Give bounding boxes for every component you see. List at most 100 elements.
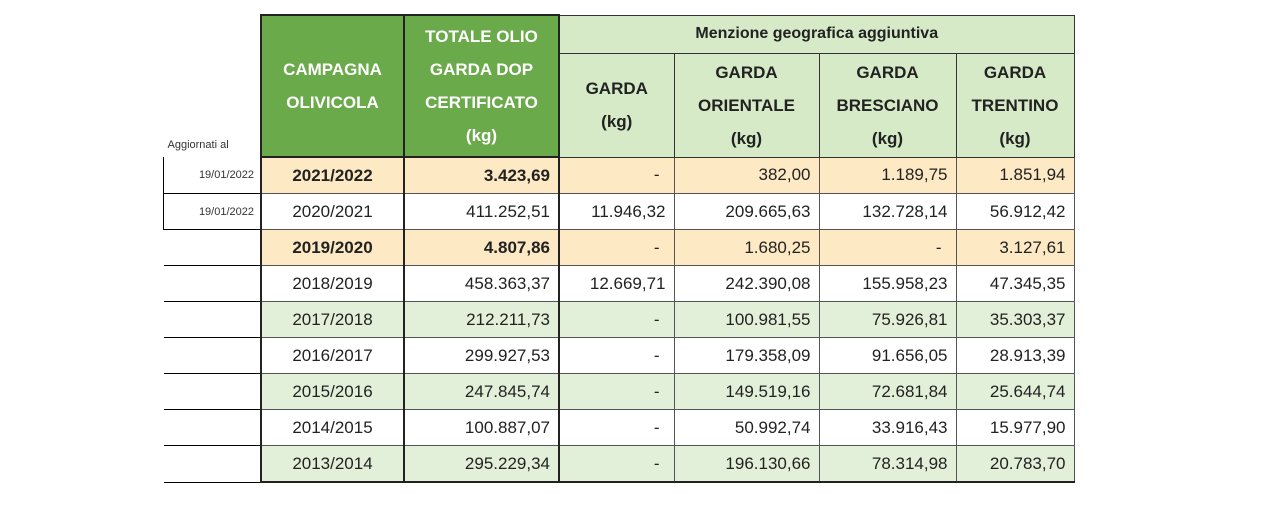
totale-cell: 299.927,53 bbox=[403, 337, 560, 374]
update-date bbox=[163, 373, 261, 410]
header-totale: TOTALE OLIO GARDA DOP CERTIFICATO (kg) bbox=[403, 14, 560, 158]
table-row: 2014/2015 100.887,07 - 50.992,74 33.916,… bbox=[163, 409, 1075, 446]
header-totale-line2: GARDA DOP bbox=[429, 60, 534, 79]
campagna-cell: 2020/2021 bbox=[260, 193, 405, 230]
garda-cell: - bbox=[558, 373, 675, 410]
campagna-cell: 2021/2022 bbox=[260, 156, 405, 194]
header-campagna: CAMPAGNA OLIVICOLA bbox=[260, 14, 405, 158]
table-row: 19/01/2022 2020/2021 411.252,51 11.946,3… bbox=[163, 193, 1075, 230]
campagna-cell: 2016/2017 bbox=[260, 337, 405, 374]
trentino-cell: 35.303,37 bbox=[955, 301, 1075, 338]
garda-cell: - bbox=[558, 409, 675, 446]
header-orientale-line3: (kg) bbox=[730, 128, 763, 148]
totale-cell: 295.229,34 bbox=[403, 445, 560, 483]
header-trentino-line1: GARDA bbox=[983, 62, 1047, 82]
trentino-cell: 28.913,39 bbox=[955, 337, 1075, 374]
orientale-cell: 196.130,66 bbox=[673, 445, 820, 483]
updated-label: Aggiornati al bbox=[167, 139, 229, 151]
trentino-cell: 1.851,94 bbox=[955, 156, 1075, 194]
garda-cell: 11.946,32 bbox=[558, 193, 675, 230]
header-trentino-line3: (kg) bbox=[999, 128, 1031, 148]
totale-cell: 458.363,37 bbox=[403, 265, 560, 302]
orientale-cell: 242.390,08 bbox=[673, 265, 820, 302]
update-date bbox=[163, 337, 261, 374]
campagna-cell: 2014/2015 bbox=[260, 409, 405, 446]
olive-oil-table-container: Aggiornati al CAMPAGNA OLIVICOLA TOTALE … bbox=[163, 14, 1075, 483]
trentino-cell: 15.977,90 bbox=[955, 409, 1075, 446]
trentino-cell: 3.127,61 bbox=[955, 229, 1075, 266]
trentino-cell: 47.345,35 bbox=[955, 265, 1075, 302]
update-date bbox=[163, 265, 261, 302]
orientale-cell: 100.981,55 bbox=[673, 301, 820, 338]
table-row: 2016/2017 299.927,53 - 179.358,09 91.656… bbox=[163, 337, 1075, 374]
garda-cell: 12.669,71 bbox=[558, 265, 675, 302]
header-totale-line1: TOTALE OLIO bbox=[425, 27, 538, 46]
garda-cell: - bbox=[558, 445, 675, 483]
garda-cell: - bbox=[558, 156, 675, 194]
table-row: 2018/2019 458.363,37 12.669,71 242.390,0… bbox=[163, 265, 1075, 302]
header-bresciano-line2: BRESCIANO bbox=[836, 95, 939, 115]
header-garda-line2: (kg) bbox=[601, 112, 633, 131]
table-row: 2019/2020 4.807,86 - 1.680,25 - 3.127,61 bbox=[163, 229, 1075, 266]
orientale-cell: 149.519,16 bbox=[673, 373, 820, 410]
header-orientale-line1: GARDA bbox=[715, 62, 778, 82]
bresciano-cell: 75.926,81 bbox=[818, 301, 957, 338]
header-campagna-line1: CAMPAGNA bbox=[283, 60, 382, 79]
campagna-cell: 2015/2016 bbox=[260, 373, 405, 410]
garda-cell: - bbox=[558, 301, 675, 338]
header-trentino-line2: TRENTINO bbox=[971, 95, 1059, 115]
totale-cell: 100.887,07 bbox=[403, 409, 560, 446]
campagna-cell: 2018/2019 bbox=[260, 265, 405, 302]
header-bresciano-line1: GARDA bbox=[856, 62, 919, 82]
campagna-cell: 2013/2014 bbox=[260, 445, 405, 483]
bresciano-cell: 155.958,23 bbox=[818, 265, 957, 302]
header-orientale: GARDA ORIENTALE (kg) bbox=[673, 52, 820, 158]
totale-cell: 3.423,69 bbox=[403, 156, 560, 194]
orientale-cell: 179.358,09 bbox=[673, 337, 820, 374]
bresciano-cell: 91.656,05 bbox=[818, 337, 957, 374]
totale-cell: 247.845,74 bbox=[403, 373, 560, 410]
update-date: 19/01/2022 bbox=[163, 193, 261, 230]
updated-label-cell: Aggiornati al bbox=[164, 15, 262, 157]
update-date bbox=[163, 445, 261, 483]
header-garda: GARDA (kg) bbox=[558, 52, 675, 158]
update-date bbox=[163, 409, 261, 446]
campagna-cell: 2017/2018 bbox=[260, 301, 405, 338]
bresciano-cell: - bbox=[818, 229, 957, 266]
header-totale-line3: CERTIFICATO bbox=[425, 93, 538, 112]
header-bresciano-line3: (kg) bbox=[871, 128, 904, 148]
olive-oil-production-table: Aggiornati al CAMPAGNA OLIVICOLA TOTALE … bbox=[163, 14, 1075, 483]
header-garda-line1: GARDA bbox=[585, 79, 648, 98]
header-orientale-line2: ORIENTALE bbox=[698, 95, 795, 115]
bresciano-cell: 78.314,98 bbox=[818, 445, 957, 483]
table-row: 2015/2016 247.845,74 - 149.519,16 72.681… bbox=[163, 373, 1075, 410]
garda-cell: - bbox=[558, 229, 675, 266]
totale-cell: 212.211,73 bbox=[403, 301, 560, 338]
bresciano-cell: 1.189,75 bbox=[818, 156, 957, 194]
header-menzione: Menzione geografica aggiuntiva bbox=[558, 14, 1075, 54]
orientale-cell: 50.992,74 bbox=[673, 409, 820, 446]
bresciano-cell: 132.728,14 bbox=[818, 193, 957, 230]
campagna-cell: 2019/2020 bbox=[260, 229, 405, 266]
orientale-cell: 1.680,25 bbox=[673, 229, 820, 266]
update-date bbox=[163, 229, 261, 266]
update-date: 19/01/2022 bbox=[163, 157, 261, 194]
totale-cell: 411.252,51 bbox=[403, 193, 560, 230]
table-row: 2013/2014 295.229,34 - 196.130,66 78.314… bbox=[163, 445, 1075, 483]
header-trentino: GARDA TRENTINO (kg) bbox=[955, 52, 1075, 158]
garda-cell: - bbox=[558, 337, 675, 374]
orientale-cell: 209.665,63 bbox=[673, 193, 820, 230]
bresciano-cell: 33.916,43 bbox=[818, 409, 957, 446]
header-bresciano: GARDA BRESCIANO (kg) bbox=[818, 52, 957, 158]
header-campagna-line2: OLIVICOLA bbox=[286, 93, 379, 112]
totale-cell: 4.807,86 bbox=[403, 229, 560, 266]
bresciano-cell: 72.681,84 bbox=[818, 373, 957, 410]
orientale-cell: 382,00 bbox=[673, 156, 820, 194]
trentino-cell: 56.912,42 bbox=[955, 193, 1075, 230]
table-row: 2017/2018 212.211,73 - 100.981,55 75.926… bbox=[163, 301, 1075, 338]
header-totale-line4: (kg) bbox=[465, 126, 498, 145]
trentino-cell: 20.783,70 bbox=[955, 445, 1075, 483]
update-date bbox=[163, 301, 261, 338]
trentino-cell: 25.644,74 bbox=[955, 373, 1075, 410]
table-row: 19/01/2022 2021/2022 3.423,69 - 382,00 1… bbox=[163, 156, 1075, 194]
